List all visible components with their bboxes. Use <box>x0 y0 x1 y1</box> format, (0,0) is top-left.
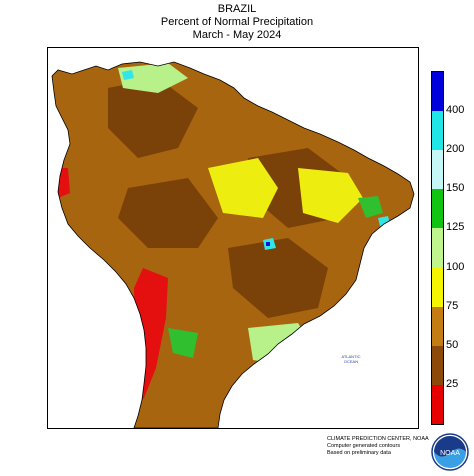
map-period-title: March - May 2024 <box>192 29 282 41</box>
legend-swatch <box>432 267 443 307</box>
legend-swatch <box>432 150 443 190</box>
dark-brown-region-north <box>108 78 198 158</box>
precipitation-map: ATLANTIC OCEAN <box>47 47 419 429</box>
map-region-title: BRAZIL <box>217 3 257 15</box>
credit-line-2: Computer generated contours <box>327 443 401 449</box>
map-svg <box>48 48 418 428</box>
credit-line-1: CLIMATE PREDICTION CENTER, NOAA <box>327 436 429 442</box>
ocean-label-line-1: ATLANTIC <box>341 354 361 359</box>
legend-label: 25 <box>446 377 459 390</box>
legend-swatch <box>432 228 443 268</box>
cyan-spot-north <box>122 70 134 80</box>
yellow-region-2 <box>298 168 363 223</box>
credit-line-3: Based on preliminary data <box>327 450 391 456</box>
legend-label: 100 <box>446 260 465 273</box>
noaa-logo: NOAA <box>431 433 469 476</box>
map-product-title: Percent of Normal Precipitation <box>160 16 314 28</box>
ocean-label: ATLANTIC OCEAN <box>336 354 366 364</box>
noaa-logo-text: NOAA <box>440 450 460 457</box>
dark-brown-region-southeast <box>228 238 328 318</box>
legend-label: 150 <box>446 182 465 195</box>
legend-swatch <box>432 72 443 112</box>
legend-swatch <box>432 345 443 385</box>
legend-swatch <box>432 189 443 229</box>
legend-label: 50 <box>446 338 459 351</box>
legend-label: 400 <box>446 104 465 117</box>
ocean-label-line-2: OCEAN <box>343 359 359 364</box>
noaa-logo-svg: NOAA <box>431 433 469 471</box>
blue-spot-central <box>266 242 270 246</box>
yellow-region-1 <box>208 158 278 218</box>
green-region-east <box>358 196 383 218</box>
legend-label: 75 <box>446 299 459 312</box>
legend-label: 200 <box>446 143 465 156</box>
light-green-region-north <box>118 63 188 93</box>
legend-swatch <box>432 111 443 151</box>
legend-label: 125 <box>446 221 465 234</box>
legend-swatch <box>432 306 443 346</box>
legend-swatch <box>432 384 443 424</box>
dark-brown-region-central <box>118 178 218 248</box>
green-region-south <box>168 328 198 358</box>
color-legend-bar <box>431 71 444 425</box>
